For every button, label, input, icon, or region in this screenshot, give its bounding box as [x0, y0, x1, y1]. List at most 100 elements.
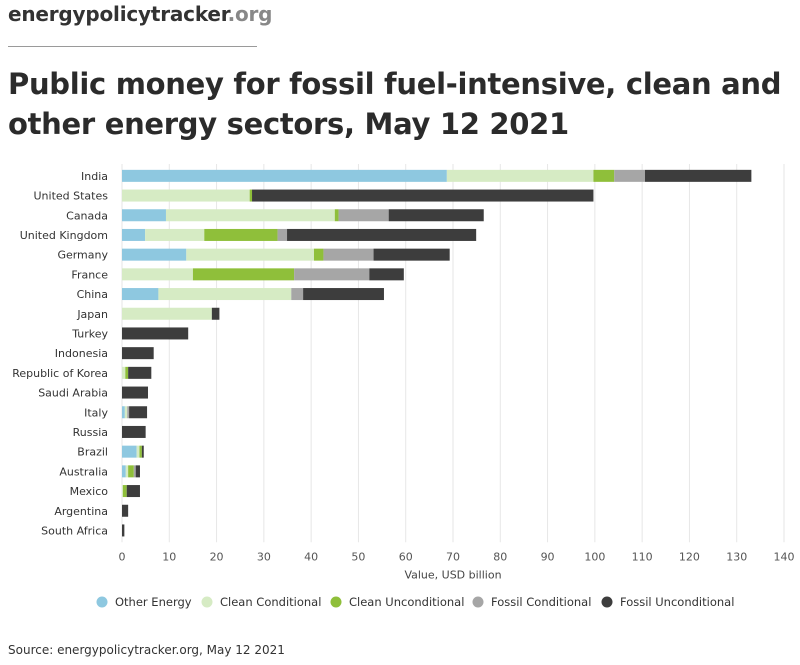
legend-swatch	[601, 596, 613, 608]
bar-segment	[249, 189, 253, 202]
bar-segment	[373, 248, 450, 261]
category-label: United Kingdom	[20, 229, 108, 242]
bar-segment	[122, 386, 149, 399]
bar-segment	[122, 465, 126, 478]
brand-tld: .org	[227, 2, 273, 26]
bar-segment	[338, 209, 389, 222]
category-label: China	[77, 288, 108, 301]
bar-segment	[145, 228, 205, 241]
bar-segment	[165, 209, 335, 222]
x-tick-label: 50	[351, 550, 365, 563]
bar-segment	[644, 169, 752, 182]
legend-label: Other Energy	[115, 595, 192, 609]
category-label: Turkey	[71, 327, 108, 340]
bar-segment	[122, 485, 123, 498]
bar-segment	[125, 366, 129, 379]
legend-swatch	[330, 596, 342, 608]
x-tick-label: 20	[210, 550, 224, 563]
bar-segment	[122, 268, 193, 281]
bar-segment	[122, 406, 125, 419]
bar-segment	[122, 169, 447, 182]
stacked-bar-chart: 0 10 20 30 40 50 60 70 80 90 100 110 120 130 140 India U…	[12, 164, 795, 609]
bar-segment	[122, 347, 154, 360]
bar-segment	[122, 425, 146, 438]
bar-segment	[122, 366, 126, 379]
x-tick-label: 120	[679, 550, 700, 563]
category-label: Australia	[59, 465, 108, 478]
bar-segment	[211, 307, 220, 320]
x-tick-label: 30	[257, 550, 271, 563]
bar-segment	[614, 169, 645, 182]
bar-segment	[141, 445, 144, 458]
bar-segment	[129, 406, 148, 419]
category-label: Mexico	[70, 485, 109, 498]
category-label: Russia	[73, 426, 108, 439]
legend-swatch	[96, 596, 108, 608]
bar-segment	[287, 228, 477, 241]
legend-label: Clean Conditional	[220, 595, 321, 609]
bar-segment	[252, 189, 594, 202]
bar-segment	[136, 445, 140, 458]
x-tick-label: 140	[774, 550, 795, 563]
category-label: Indonesia	[55, 347, 108, 360]
bar-segment	[122, 228, 146, 241]
chart-title: Public money for fossil fuel-intensive, …	[8, 67, 782, 141]
bar-segment	[133, 465, 136, 478]
bar-segment	[125, 465, 129, 478]
category-label: Saudi Arabia	[38, 387, 108, 400]
x-axis-title: Value, USD billion	[404, 568, 501, 581]
x-tick-label: 130	[726, 550, 747, 563]
bar-segment	[139, 445, 142, 458]
bar-segment	[122, 248, 187, 261]
bar-segment	[122, 307, 212, 320]
legend-label: Fossil Conditional	[491, 595, 591, 609]
brand-divider	[8, 46, 257, 47]
bar-segment	[204, 228, 278, 241]
bar-segment	[323, 248, 374, 261]
bar-segment	[122, 288, 159, 301]
bar-segment	[277, 228, 288, 241]
bar-segment	[122, 504, 129, 517]
bar-segment	[127, 406, 130, 419]
x-tick-label: 90	[541, 550, 555, 563]
bar-segment	[124, 406, 128, 419]
category-label: Argentina	[54, 505, 108, 518]
x-tick-label: 100	[584, 550, 605, 563]
bar-segment	[593, 169, 615, 182]
x-tick-label: 110	[632, 550, 653, 563]
bar-segment	[303, 288, 384, 301]
category-label: Republic of Korea	[12, 367, 108, 380]
category-label: United States	[34, 190, 109, 203]
bar-segment	[158, 288, 292, 301]
bar-segment	[192, 268, 295, 281]
bar-segment	[128, 465, 134, 478]
category-label: Italy	[84, 406, 108, 419]
legend-label: Fossil Unconditional	[620, 595, 734, 609]
legend-label: Clean Unconditional	[349, 595, 464, 609]
category-label: Canada	[66, 209, 108, 222]
x-tick-label: 80	[493, 550, 507, 563]
legend-swatch	[201, 596, 213, 608]
x-tick-label: 10	[162, 550, 176, 563]
category-label: India	[81, 170, 108, 183]
bar-segment	[369, 268, 404, 281]
x-tick-label: 70	[446, 550, 460, 563]
bar-segment	[122, 445, 137, 458]
bar-segment	[126, 485, 140, 498]
category-label: France	[71, 268, 108, 281]
x-tick-label: 0	[119, 550, 126, 563]
bar-segment	[122, 209, 166, 222]
bar-segment	[122, 189, 250, 202]
bar-segment	[122, 524, 125, 537]
category-label: South Africa	[41, 524, 108, 537]
bar-segment	[186, 248, 314, 261]
source-note: Source: energypolicytracker.org, May 12 …	[8, 643, 285, 657]
brand-logo: energypolicytracker.org	[8, 2, 272, 26]
bar-segment	[313, 248, 324, 261]
bar-segment	[446, 169, 594, 182]
category-label: Germany	[57, 249, 108, 262]
x-tick-label: 40	[304, 550, 318, 563]
bar-segment	[128, 366, 152, 379]
bar-segment	[122, 327, 189, 340]
legend-swatch	[472, 596, 484, 608]
